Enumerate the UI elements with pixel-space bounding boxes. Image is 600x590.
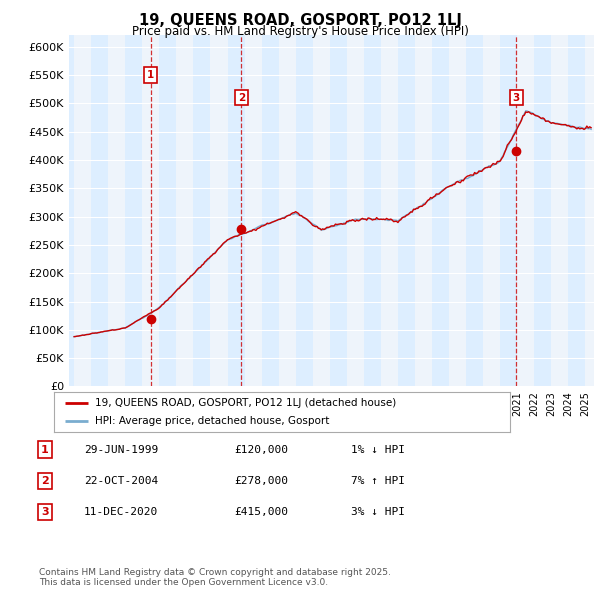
Text: 19, QUEENS ROAD, GOSPORT, PO12 1LJ: 19, QUEENS ROAD, GOSPORT, PO12 1LJ <box>139 13 461 28</box>
Bar <box>193 35 211 386</box>
Bar <box>449 35 466 386</box>
Bar <box>227 35 245 386</box>
Bar <box>142 35 160 386</box>
Bar <box>313 35 330 386</box>
Text: 1% ↓ HPI: 1% ↓ HPI <box>351 445 405 454</box>
Bar <box>211 35 227 386</box>
Bar <box>483 35 500 386</box>
Bar <box>500 35 517 386</box>
Text: 3% ↓ HPI: 3% ↓ HPI <box>351 507 405 517</box>
Bar <box>125 35 142 386</box>
Bar <box>586 35 600 386</box>
Text: £278,000: £278,000 <box>234 476 288 486</box>
Bar <box>176 35 193 386</box>
Text: 1: 1 <box>41 445 49 454</box>
Bar <box>551 35 568 386</box>
Bar <box>568 35 586 386</box>
Bar <box>364 35 381 386</box>
Text: Price paid vs. HM Land Registry's House Price Index (HPI): Price paid vs. HM Land Registry's House … <box>131 25 469 38</box>
Text: 29-JUN-1999: 29-JUN-1999 <box>84 445 158 454</box>
Bar <box>535 35 551 386</box>
Bar <box>330 35 347 386</box>
Text: 11-DEC-2020: 11-DEC-2020 <box>84 507 158 517</box>
Bar <box>517 35 535 386</box>
Text: 19, QUEENS ROAD, GOSPORT, PO12 1LJ (detached house): 19, QUEENS ROAD, GOSPORT, PO12 1LJ (deta… <box>95 398 396 408</box>
Text: 7% ↑ HPI: 7% ↑ HPI <box>351 476 405 486</box>
Bar <box>347 35 364 386</box>
Text: 1: 1 <box>147 70 154 80</box>
Bar <box>296 35 313 386</box>
Text: 3: 3 <box>41 507 49 517</box>
Bar <box>432 35 449 386</box>
Text: Contains HM Land Registry data © Crown copyright and database right 2025.
This d: Contains HM Land Registry data © Crown c… <box>39 568 391 587</box>
Bar <box>381 35 398 386</box>
Bar <box>108 35 125 386</box>
Bar <box>57 35 74 386</box>
Bar <box>398 35 415 386</box>
Text: £120,000: £120,000 <box>234 445 288 454</box>
Text: 2: 2 <box>41 476 49 486</box>
Bar <box>74 35 91 386</box>
Text: £415,000: £415,000 <box>234 507 288 517</box>
Bar <box>415 35 432 386</box>
Text: HPI: Average price, detached house, Gosport: HPI: Average price, detached house, Gosp… <box>95 416 329 426</box>
Bar <box>91 35 108 386</box>
Bar <box>278 35 296 386</box>
Text: 2: 2 <box>238 93 245 103</box>
Bar <box>160 35 176 386</box>
Bar <box>466 35 483 386</box>
Text: 22-OCT-2004: 22-OCT-2004 <box>84 476 158 486</box>
Bar <box>262 35 278 386</box>
Text: 3: 3 <box>512 93 520 103</box>
Bar <box>245 35 262 386</box>
